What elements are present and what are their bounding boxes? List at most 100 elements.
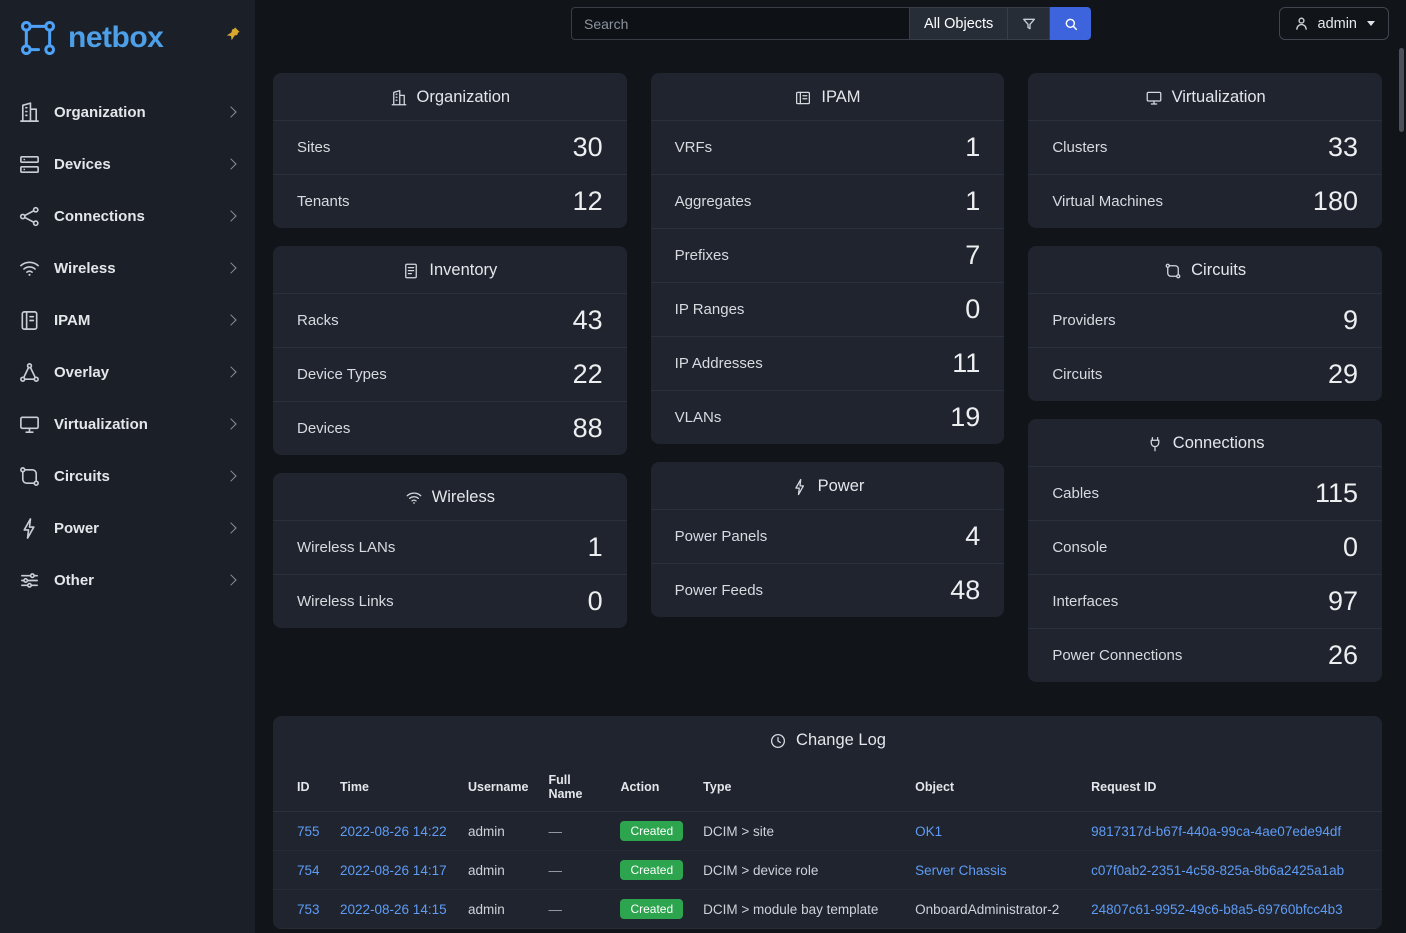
vertical-scrollbar[interactable]	[1399, 48, 1404, 132]
bolt-icon	[794, 478, 804, 495]
change-time-link[interactable]: 2022-08-26 14:17	[340, 862, 447, 878]
sidebar-nav: Organization Devices Connections Wireles…	[0, 86, 255, 606]
stat-value: 88	[572, 413, 603, 443]
sidebar-item-power[interactable]: Power	[0, 502, 255, 554]
stat-row-virtual-machines[interactable]: Virtual Machines 180	[1028, 174, 1382, 228]
chevron-right-icon	[225, 314, 237, 326]
stat-label: Prefixes	[674, 247, 729, 264]
stat-row-ip-ranges[interactable]: IP Ranges 0	[650, 282, 1005, 336]
column-header-action: Action	[610, 763, 694, 812]
stat-row-sites[interactable]: Sites 30	[273, 120, 627, 174]
sidebar-item-overlay[interactable]: Overlay	[0, 346, 255, 398]
cell-request-id: 24807c61-9952-49c6-b8a5-69760bfcc4b3	[1081, 889, 1382, 929]
search-icon	[1065, 18, 1077, 30]
monitor-icon	[1146, 91, 1161, 105]
request-id-link[interactable]: 9817317d-b67f-440a-99ca-4ae07ede94df	[1091, 823, 1342, 839]
sidebar-item-wireless[interactable]: Wireless	[0, 242, 255, 294]
overlay-graph-icon	[20, 362, 39, 382]
sidebar-item-label: Devices	[54, 155, 111, 173]
stat-row-ip-addresses[interactable]: IP Addresses 11	[650, 336, 1005, 390]
sidebar-item-connections[interactable]: Connections	[0, 190, 255, 242]
card-title: IPAM	[821, 88, 861, 106]
sidebar-pin-icon[interactable]	[225, 26, 241, 42]
stat-row-power-connections[interactable]: Power Connections 26	[1028, 628, 1382, 682]
person-icon	[1295, 17, 1307, 30]
stat-value: 43	[572, 305, 603, 335]
table-row: 754 2022-08-26 14:17 admin — Created DCI…	[273, 850, 1382, 890]
stat-label: VLANs	[674, 409, 722, 426]
stat-value: 19	[950, 402, 981, 432]
filter-button[interactable]	[1008, 7, 1051, 40]
stat-row-power-feeds[interactable]: Power Feeds 48	[650, 563, 1005, 617]
stat-row-vrfs[interactable]: VRFs 1	[650, 120, 1005, 174]
circuits-icon	[1165, 263, 1181, 278]
column-header-object: Object	[905, 763, 1082, 812]
stat-row-wireless-lans[interactable]: Wireless LANs 1	[273, 520, 627, 574]
stat-row-console[interactable]: Console 0	[1028, 520, 1382, 574]
stat-row-clusters[interactable]: Clusters 33	[1028, 120, 1382, 174]
stat-label: Device Types	[297, 366, 387, 383]
sidebar-item-organization[interactable]: Organization	[0, 86, 255, 138]
search-input[interactable]	[571, 7, 909, 40]
change-time-link[interactable]: 2022-08-26 14:15	[340, 901, 447, 917]
stat-row-prefixes[interactable]: Prefixes 7	[650, 228, 1005, 282]
netbox-logo[interactable]: netbox	[0, 0, 255, 72]
created-badge: Created	[620, 860, 684, 880]
column-header-type: Type	[693, 763, 906, 812]
sidebar-item-devices[interactable]: Devices	[0, 138, 255, 190]
cell-full-name: —	[538, 811, 611, 851]
card-inventory: Inventory Racks 43 Device Types 22 Devic…	[273, 246, 627, 455]
change-log-card: Change Log ID Time Username Full Name Ac…	[273, 716, 1382, 929]
stat-value: 12	[572, 186, 603, 216]
stat-row-circuits[interactable]: Circuits 29	[1028, 347, 1382, 401]
sidebar-item-ipam[interactable]: IPAM	[0, 294, 255, 346]
stat-row-racks[interactable]: Racks 43	[273, 293, 627, 347]
change-id-link[interactable]: 754	[297, 862, 320, 878]
created-badge: Created	[620, 899, 684, 919]
search-submit-button[interactable]	[1050, 7, 1092, 40]
stat-row-wireless-links[interactable]: Wireless Links 0	[273, 574, 627, 628]
stat-row-power-panels[interactable]: Power Panels 4	[650, 509, 1005, 563]
stat-label: Providers	[1052, 312, 1116, 329]
request-id-link[interactable]: 24807c61-9952-49c6-b8a5-69760bfcc4b3	[1091, 901, 1343, 917]
sidebar-item-circuits[interactable]: Circuits	[0, 450, 255, 502]
stat-row-devices[interactable]: Devices 88	[273, 401, 627, 455]
chevron-right-icon	[225, 366, 237, 378]
cell-time: 2022-08-26 14:22	[330, 811, 458, 851]
search-group: All Objects	[571, 7, 1092, 40]
object-link[interactable]: OK1	[915, 823, 943, 839]
request-id-link[interactable]: c07f0ab2-2351-4c58-825a-8b6a2425a1ab	[1091, 862, 1345, 878]
stat-label: Wireless LANs	[297, 539, 396, 556]
chevron-right-icon	[225, 522, 237, 534]
stat-row-aggregates[interactable]: Aggregates 1	[650, 174, 1005, 228]
sidebar-item-virtualization[interactable]: Virtualization	[0, 398, 255, 450]
stat-row-providers[interactable]: Providers 9	[1028, 293, 1382, 347]
stat-value: 0	[587, 586, 603, 616]
monitor-icon	[20, 415, 39, 433]
card-title: Wireless	[431, 488, 495, 506]
stat-value: 29	[1327, 359, 1358, 389]
card-wireless-header: Wireless	[273, 473, 627, 520]
cell-full-name: —	[538, 889, 611, 929]
stat-label: Clusters	[1052, 139, 1108, 156]
user-menu-button[interactable]: admin	[1278, 7, 1389, 40]
stat-row-vlans[interactable]: VLANs 19	[650, 390, 1005, 444]
column-header-time: Time	[330, 763, 458, 812]
search-scope-dropdown[interactable]: All Objects	[909, 7, 1009, 40]
card-title: Circuits	[1191, 261, 1247, 279]
change-time-link[interactable]: 2022-08-26 14:22	[340, 823, 447, 839]
card-virtualization-header: Virtualization	[1028, 73, 1382, 120]
chevron-right-icon	[225, 106, 237, 118]
change-id-link[interactable]: 753	[297, 901, 320, 917]
change-id-link[interactable]: 755	[297, 823, 320, 839]
cell-action: Created	[610, 889, 694, 929]
stat-row-interfaces[interactable]: Interfaces 97	[1028, 574, 1382, 628]
stat-label: Power Feeds	[674, 582, 764, 599]
stat-value: 1	[965, 186, 981, 216]
stat-row-device-types[interactable]: Device Types 22	[273, 347, 627, 401]
stat-row-cables[interactable]: Cables 115	[1028, 466, 1382, 520]
cell-time: 2022-08-26 14:17	[330, 850, 458, 890]
stat-row-tenants[interactable]: Tenants 12	[273, 174, 627, 228]
sidebar-item-other[interactable]: Other	[0, 554, 255, 606]
object-link[interactable]: Server Chassis	[915, 862, 1007, 878]
